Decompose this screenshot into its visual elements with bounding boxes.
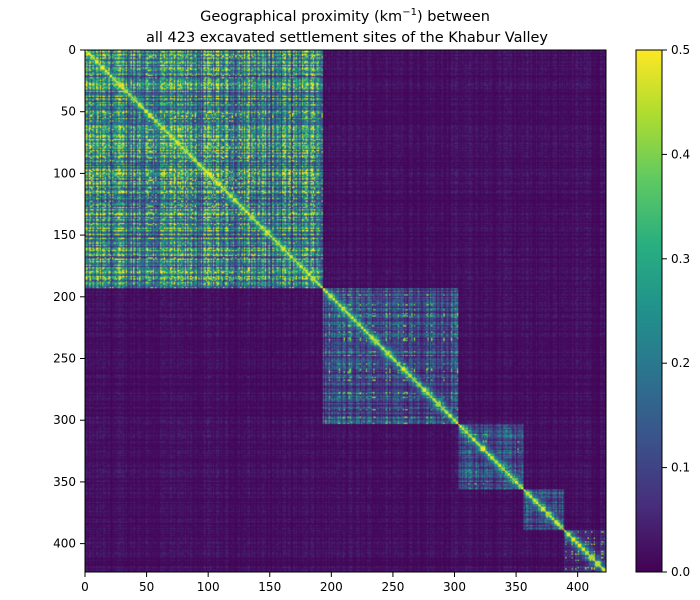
- x-tick-label: 350: [505, 580, 528, 594]
- y-tick-label: 0: [68, 43, 76, 57]
- chart-title-line1: Geographical proximity (km−1) between: [200, 7, 490, 25]
- colorbar-tick-label: 0.4: [671, 147, 690, 161]
- x-tick-label: 150: [258, 580, 281, 594]
- chart-title-suffix: ) between: [417, 9, 490, 25]
- y-tick-label: 200: [53, 290, 76, 304]
- x-tick-label: 50: [139, 580, 154, 594]
- colorbar: [635, 49, 663, 573]
- colorbar-tick-label: 0.1: [671, 461, 690, 475]
- y-axis: 0 50 100 150 200 250 300 350 400: [53, 43, 85, 551]
- y-tick-label: 300: [53, 413, 76, 427]
- y-tick-label: 350: [53, 475, 76, 489]
- x-tick-label: 0: [81, 580, 89, 594]
- heatmap-matrix: [85, 50, 606, 572]
- chart-title-superscript: −1: [402, 7, 417, 18]
- x-tick-label: 100: [197, 580, 220, 594]
- colorbar-tick-label: 0.0: [671, 565, 690, 579]
- colorbar-tick-label: 0.5: [671, 43, 690, 57]
- x-tick-label: 400: [566, 580, 589, 594]
- y-tick-label: 250: [53, 352, 76, 366]
- colorbar-axis: 0.0 0.1 0.2 0.3 0.4 0.5: [662, 43, 690, 579]
- y-tick-label: 100: [53, 166, 76, 180]
- chart-title-prefix: Geographical proximity (km: [200, 9, 402, 25]
- x-tick-label: 200: [320, 580, 343, 594]
- x-tick-label: 250: [381, 580, 404, 594]
- y-tick-label: 400: [53, 537, 76, 551]
- colorbar-tick-label: 0.2: [671, 356, 690, 370]
- chart-title-line2: all 423 excavated settlement sites of th…: [146, 30, 548, 46]
- x-tick-label: 300: [443, 580, 466, 594]
- x-axis: 0 50 100 150 200 250 300 350 400: [81, 572, 589, 594]
- y-tick-label: 50: [61, 105, 76, 119]
- plot-frame: [84, 49, 607, 573]
- y-tick-label: 150: [53, 228, 76, 242]
- colorbar-tick-label: 0.3: [671, 252, 690, 266]
